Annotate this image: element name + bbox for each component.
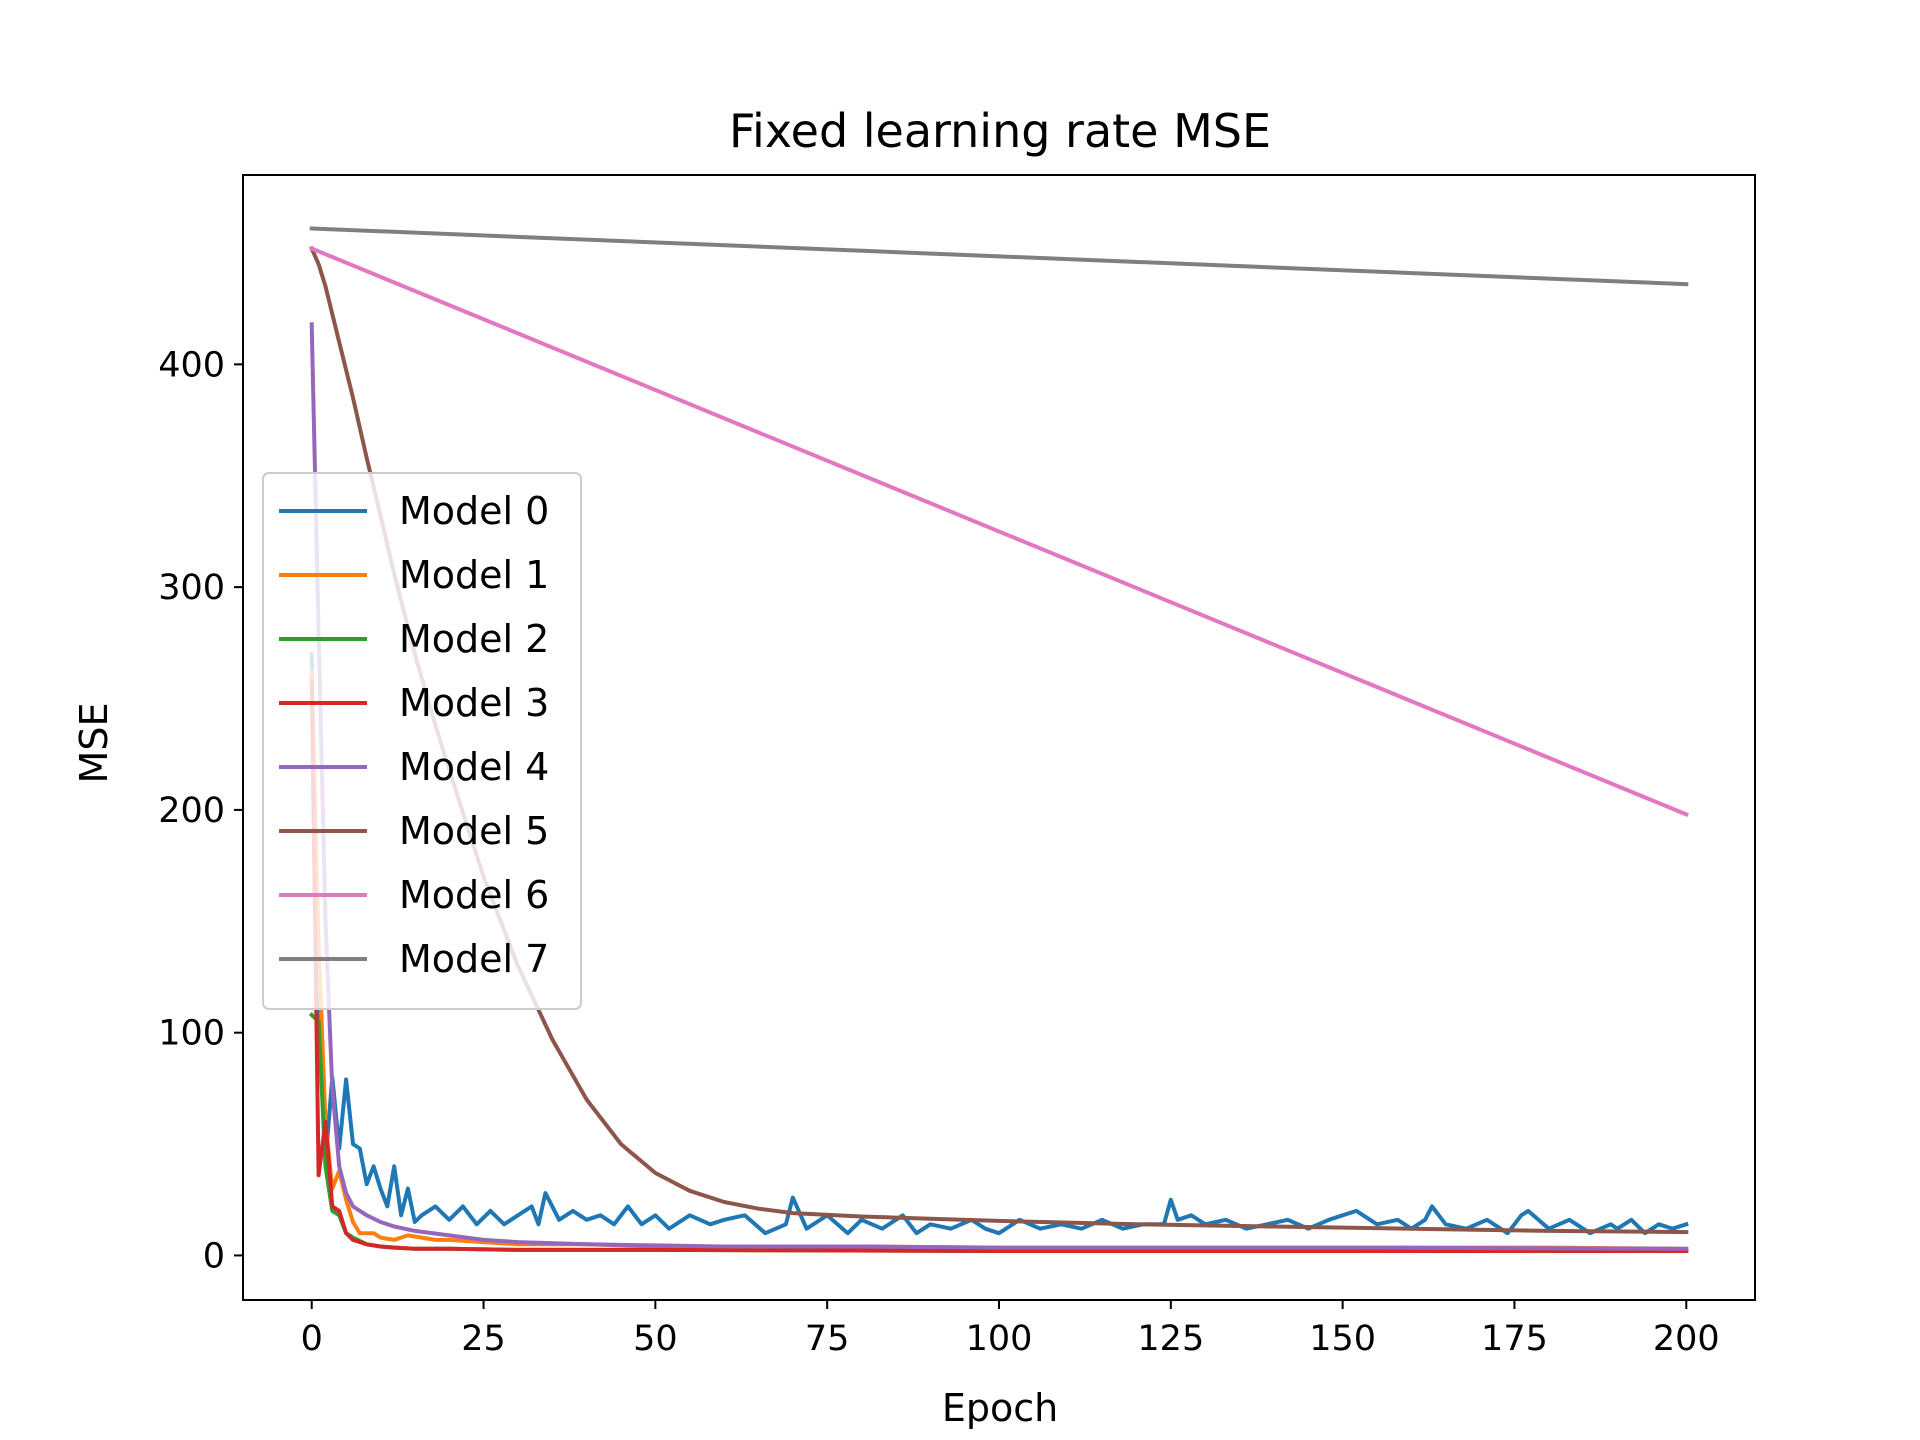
series-line-model-4 (309, 322, 1689, 1251)
legend-label: Model 7 (399, 937, 549, 981)
x-tick-label: 50 (633, 1319, 678, 1359)
legend: Model 0 Model 1 Model 2 Model 3 Model 4 Model… (262, 472, 582, 1010)
x-axis-label: Epoch (942, 1386, 1058, 1430)
y-axis-label: MSE (72, 703, 116, 784)
legend-label: Model 1 (399, 553, 549, 597)
y-tick-label: 200 (158, 791, 225, 831)
legend-label: Model 4 (399, 745, 549, 789)
x-tick-label: 150 (1309, 1319, 1376, 1359)
x-tick-label: 100 (966, 1319, 1033, 1359)
x-tick-label: 0 (301, 1319, 323, 1359)
legend-box (262, 472, 582, 1010)
chart-title: Fixed learning rate MSE (729, 104, 1271, 158)
legend-label: Model 0 (399, 489, 549, 533)
x-tick-label: 175 (1481, 1319, 1548, 1359)
series-line-model-3 (309, 678, 1689, 1253)
legend-label: Model 6 (399, 873, 549, 917)
y-tick-label: 400 (158, 345, 225, 385)
legend-label: Model 2 (399, 617, 549, 661)
series-line-model-6 (309, 245, 1689, 818)
series-lines (308, 226, 1689, 1253)
series-line-model-5 (309, 245, 1689, 1235)
legend-label: Model 3 (399, 681, 549, 725)
series-line-model-0 (309, 651, 1689, 1236)
series-line-model-7 (309, 226, 1689, 287)
x-tick-label: 125 (1137, 1319, 1204, 1359)
x-axis-ticks: 0 25 50 75 100 125 150 175 200 (301, 1300, 1720, 1359)
legend-label: Model 5 (399, 809, 549, 853)
y-tick-label: 300 (158, 568, 225, 608)
x-tick-label: 200 (1653, 1319, 1720, 1359)
x-tick-label: 25 (461, 1319, 506, 1359)
y-tick-label: 100 (158, 1014, 225, 1054)
y-tick-label: 0 (203, 1236, 225, 1276)
x-tick-label: 75 (805, 1319, 850, 1359)
y-axis-ticks: 0 100 200 300 400 (158, 345, 243, 1276)
